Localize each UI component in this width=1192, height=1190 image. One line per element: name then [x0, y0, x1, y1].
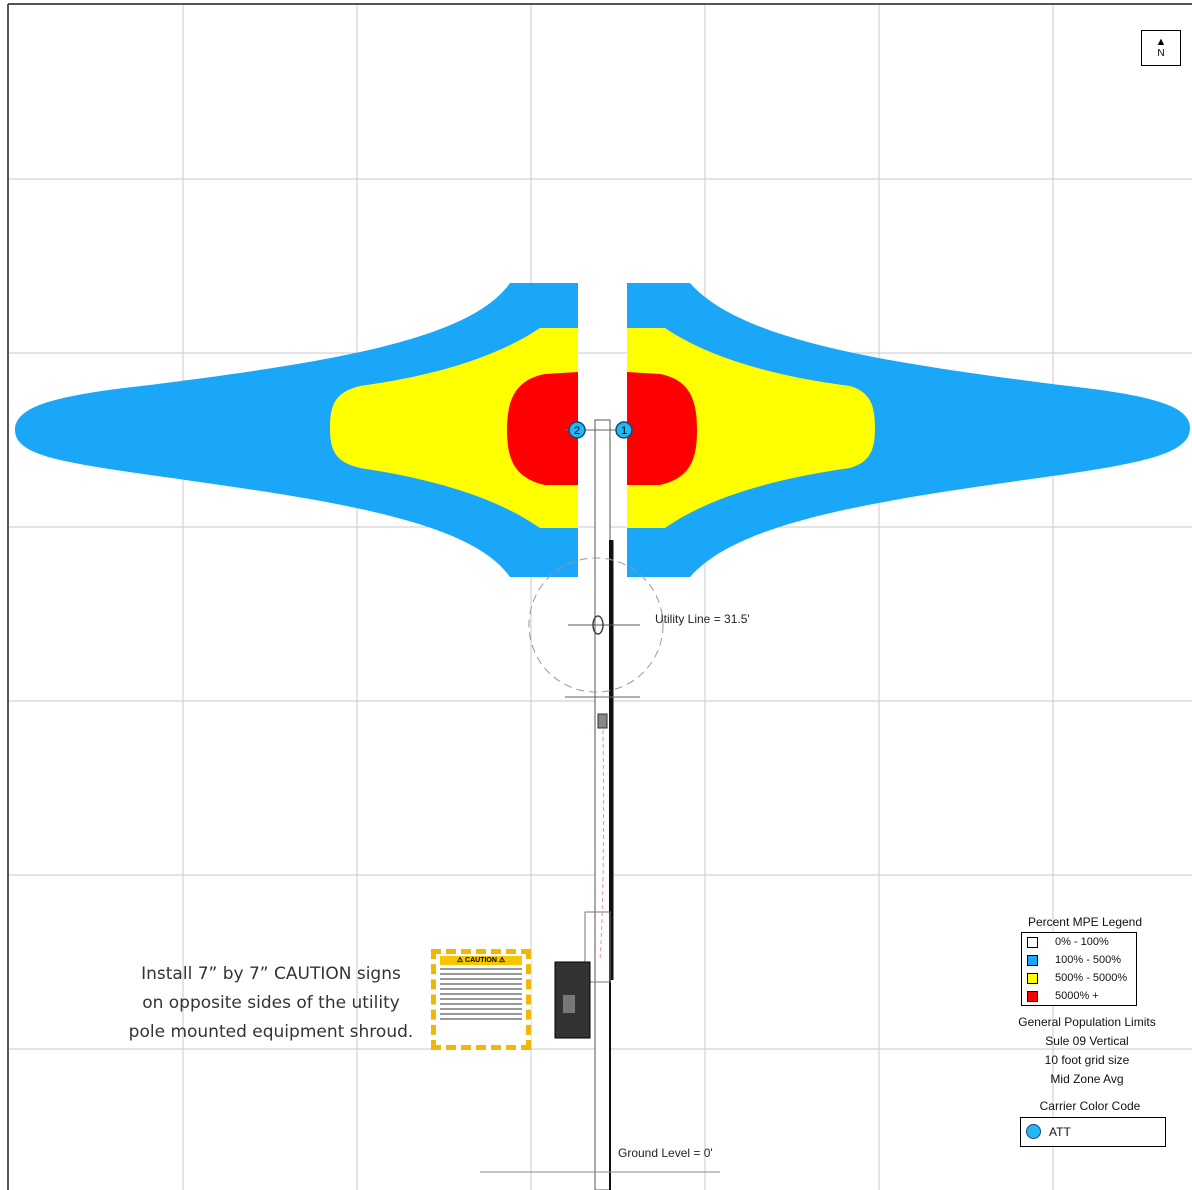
north-arrow-icon: ▲ N — [1141, 30, 1181, 66]
mpe-legend: 0% - 100% 100% - 500% 500% - 5000% 5000%… — [1021, 932, 1137, 1006]
legend-swatch — [1027, 991, 1038, 1002]
install-note-line: on opposite sides of the utility — [142, 993, 400, 1013]
caution-sign-header: ⚠ CAUTION ⚠ — [440, 956, 522, 965]
utility-line-label: Utility Line = 31.5' — [655, 612, 750, 626]
legend-meta: General Population Limits Sule 09 Vertic… — [1008, 1013, 1166, 1089]
zone-5000-plus — [507, 372, 697, 485]
zone-500-5000 — [330, 328, 875, 528]
carrier-name: ATT — [1049, 1125, 1071, 1139]
zone-100-500 — [15, 283, 1190, 577]
view-name: Sule 09 Vertical — [1045, 1034, 1129, 1048]
legend-item: 500% - 5000% — [1022, 969, 1136, 987]
legend-label: 500% - 5000% — [1055, 972, 1128, 984]
legend-item: 0% - 100% — [1022, 933, 1136, 951]
zone-average: Mid Zone Avg — [1050, 1072, 1124, 1086]
legend-swatch — [1027, 937, 1038, 948]
legend-label: 5000% + — [1055, 990, 1099, 1002]
legend-title: Percent MPE Legend — [1027, 915, 1143, 929]
ground-level-label: Ground Level = 0' — [618, 1146, 713, 1160]
legend-item: 100% - 500% — [1022, 951, 1136, 969]
population-limits: General Population Limits — [1018, 1015, 1156, 1029]
install-note: Install 7” by 7” CAUTION signs on opposi… — [112, 960, 430, 1047]
carrier-color-code: ATT — [1020, 1117, 1166, 1147]
utility-line-clearance — [528, 557, 664, 693]
caution-sign-body — [440, 968, 522, 1020]
legend-label: 0% - 100% — [1055, 936, 1109, 948]
install-note-line: Install 7” by 7” CAUTION signs — [141, 964, 401, 984]
antenna-2[interactable]: 2 — [568, 421, 586, 439]
compass-arrow: ▲ — [1155, 36, 1167, 48]
svg-text:2: 2 — [574, 425, 580, 437]
install-note-line: pole mounted equipment shroud. — [128, 1022, 414, 1042]
legend-label: 100% - 500% — [1055, 954, 1122, 966]
grid-size: 10 foot grid size — [1044, 1053, 1130, 1067]
antenna-1[interactable]: 1 — [615, 421, 633, 439]
caution-sign: ⚠ CAUTION ⚠ — [431, 949, 531, 1050]
legend-swatch — [1027, 973, 1038, 984]
svg-text:1: 1 — [621, 425, 627, 437]
carrier-dot-icon — [1026, 1124, 1041, 1139]
utility-pole — [554, 419, 640, 1190]
legend-swatch — [1027, 955, 1038, 966]
carrier-title: Carrier Color Code — [1039, 1099, 1141, 1113]
compass-label: N — [1157, 48, 1165, 59]
legend-item: 5000% + — [1022, 987, 1136, 1005]
